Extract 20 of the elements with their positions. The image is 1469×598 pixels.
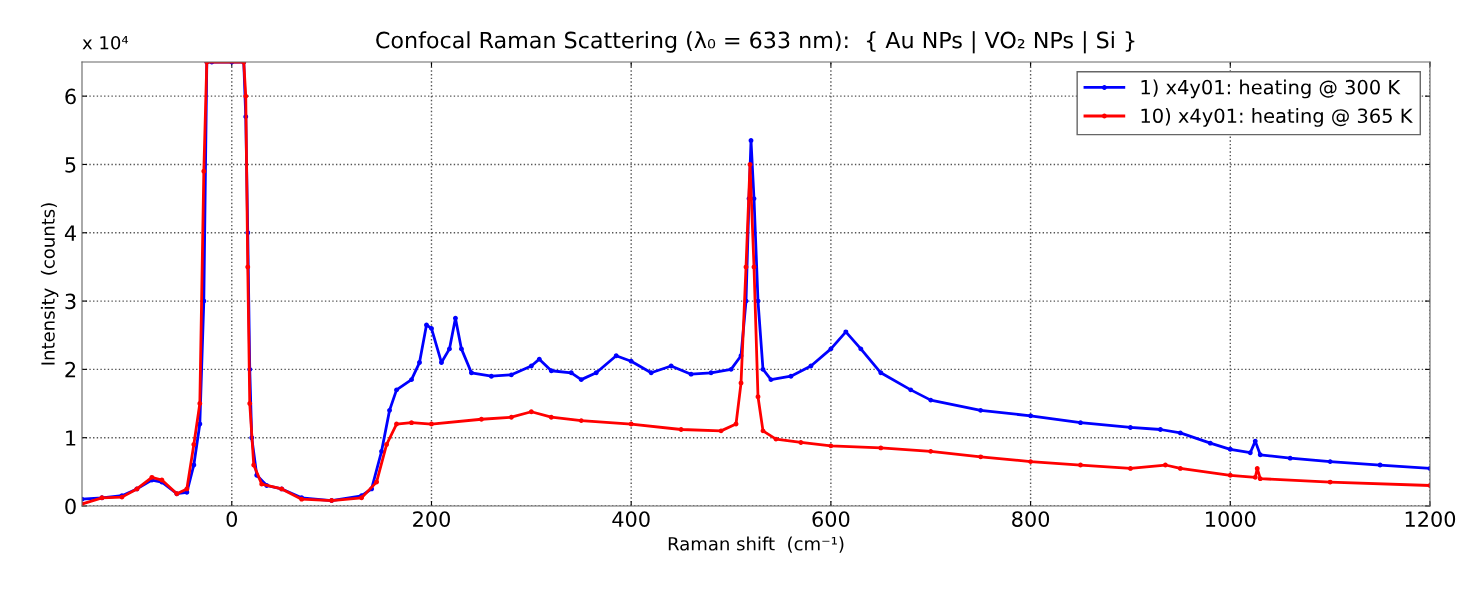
x-tick-label: 200 [413,511,450,527]
chart-title: Confocal Raman Scattering (λ₀ = 633 nm): { Au NPs | VO₂ NPs | Si } [376,31,1135,54]
x-tick-label: 400 [612,511,650,527]
legend-label: 1) x4y01: heating @ 300 K [1141,79,1401,99]
x-tick-label: 0 [226,511,238,527]
y-tick-label: 0 [65,498,76,515]
y-tick-label: 1 [66,430,76,446]
x-tick-label: 600 [812,511,850,527]
x-axis-title: Raman shift (cm⁻¹) [668,536,844,553]
y-tick-label: 4 [64,225,76,241]
x-tick-label: 800 [1012,511,1050,527]
text: x 10⁴ [82,35,129,50]
legend-label: 10) x4y01: heating @ 365 K [1141,108,1413,127]
y-tick-label: 6 [65,88,76,105]
y-tick-label: 3 [65,293,76,310]
y-tick-label: 2 [65,361,76,378]
y-axis-title: Intensity (counts) [40,203,59,365]
x-tick-label: 1200 [1405,511,1456,527]
x-tick-label: 1000 [1206,511,1256,527]
y-tick-label: 5 [65,157,76,173]
